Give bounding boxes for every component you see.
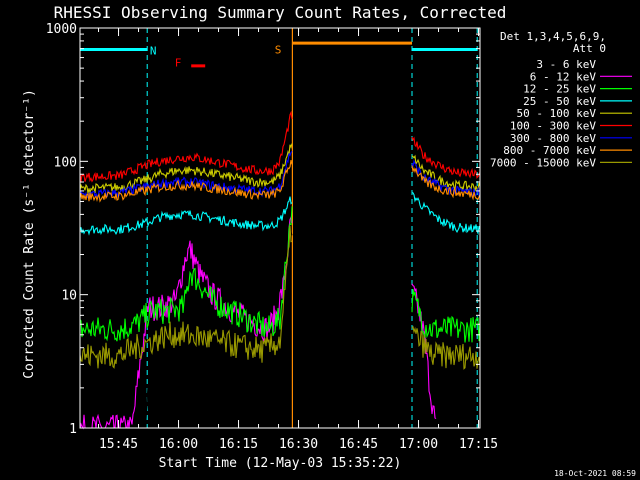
x-tick-label-5: 17:00: [399, 437, 438, 452]
legend-label-0: 3 - 6 keV: [536, 58, 596, 71]
y-tick-label-0: 1: [69, 422, 77, 437]
series-line-5: [79, 110, 481, 183]
x-tick-label-3: 16:30: [279, 437, 318, 452]
legend-label-8: 7000 - 15000 keV: [490, 156, 596, 169]
legend-label-4: 50 - 100 keV: [517, 107, 597, 120]
x-tick-label-4: 16:45: [339, 437, 378, 452]
y-axis-label: Corrected Count Rate (s⁻¹ detector⁻¹): [22, 89, 37, 379]
series-line-2: [79, 206, 481, 343]
legend-label-6: 300 - 800 keV: [510, 132, 596, 145]
y-tick-label-1: 10: [61, 289, 77, 304]
y-tick-label-2: 100: [54, 155, 77, 170]
chart-title: RHESSI Observing Summary Count Rates, Co…: [54, 3, 507, 22]
legend-header-2: Att 0: [573, 42, 606, 55]
x-tick-label-6: 17:15: [459, 437, 498, 452]
series-line-7: [79, 159, 481, 203]
legend-label-5: 100 - 300 keV: [510, 120, 596, 133]
x-tick-label-1: 16:00: [159, 437, 198, 452]
legend-label-1: 6 - 12 keV: [530, 70, 597, 83]
series-line-6: [79, 150, 481, 199]
x-tick-label-0: 15:45: [99, 437, 138, 452]
series-line-4: [79, 143, 481, 194]
legend-label-7: 800 - 7000 keV: [503, 144, 596, 157]
legend-label-2: 12 - 25 keV: [523, 83, 596, 96]
legend-label-3: 25 - 50 keV: [523, 95, 596, 108]
x-axis-label: Start Time (12-May-03 15:35:22): [159, 456, 402, 471]
annotation-1: F: [175, 57, 182, 70]
x-tick-label-2: 16:15: [219, 437, 258, 452]
legend-header-1: Det 1,3,4,5,6,9,: [500, 30, 606, 43]
series-line-1: [79, 215, 437, 430]
annotation-2: S: [275, 43, 282, 56]
y-tick-label-3: 1000: [46, 22, 77, 37]
series-line-3: [79, 192, 481, 236]
plot-frame: [79, 27, 481, 429]
annotation-0: N: [150, 44, 157, 57]
timestamp: 18-Oct-2021 08:59: [554, 469, 636, 478]
series-line-8: [79, 225, 481, 370]
